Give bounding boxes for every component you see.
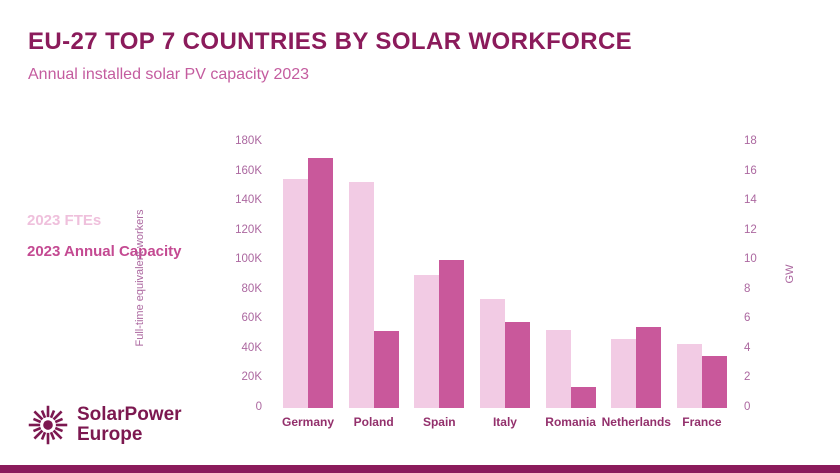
fte-bar-france bbox=[676, 344, 702, 408]
left-axis-tick: 80K bbox=[241, 282, 262, 295]
left-axis-tick: 60K bbox=[241, 312, 262, 325]
bar-group-romania: Romania bbox=[545, 142, 597, 429]
bars bbox=[348, 142, 399, 408]
left-axis-ticks: 180K 160K 140K 120K 100K 80K 60K 40K 20K 0 bbox=[160, 135, 262, 415]
bars bbox=[414, 142, 465, 408]
bars bbox=[611, 142, 662, 408]
right-axis-title: GW bbox=[784, 264, 796, 284]
left-axis-tick: 100K bbox=[235, 253, 262, 266]
bar-group-poland: Poland bbox=[348, 142, 400, 429]
left-axis-tick: 0 bbox=[255, 401, 262, 413]
fte-bar-netherlands bbox=[611, 339, 637, 408]
page-subtitle: Annual installed solar PV capacity 2023 bbox=[28, 66, 310, 83]
capacity-bar-germany bbox=[308, 158, 333, 408]
bars bbox=[479, 142, 530, 408]
logo-line2: Europe bbox=[77, 424, 143, 445]
left-axis-tick: 120K bbox=[235, 223, 262, 236]
right-axis-tick: 18 bbox=[744, 135, 757, 147]
solarpower-europe-logo: SolarPower Europe bbox=[27, 404, 182, 446]
left-axis-tick: 140K bbox=[235, 194, 262, 207]
bar-group-italy: Italy bbox=[479, 142, 531, 429]
bar-group-netherlands: Netherlands bbox=[602, 142, 671, 429]
right-axis-tick: 14 bbox=[744, 194, 757, 207]
right-axis-ticks: 18 16 14 12 10 8 6 4 2 0 bbox=[744, 135, 784, 415]
plot-area: Germany Poland Spain Italy Romania Netherland… bbox=[270, 142, 740, 429]
fte-bar-romania bbox=[545, 330, 571, 408]
category-label: France bbox=[682, 415, 722, 429]
sun-logo-icon bbox=[28, 405, 68, 445]
legend-item-ftes: 2023 FTEs bbox=[27, 212, 102, 229]
category-label: Romania bbox=[545, 415, 596, 429]
category-label: Italy bbox=[492, 415, 517, 429]
right-axis-tick: 2 bbox=[744, 371, 751, 384]
left-axis-tick: 40K bbox=[241, 341, 262, 354]
logo-text: SolarPower Europe bbox=[77, 405, 182, 445]
page-title: EU-27 TOP 7 COUNTRIES BY SOLAR WORKFORCE bbox=[28, 28, 633, 55]
capacity-bar-netherlands bbox=[636, 327, 662, 408]
capacity-bar-romania bbox=[570, 387, 596, 408]
right-axis-tick: 6 bbox=[744, 312, 751, 325]
right-axis-tick: 4 bbox=[744, 341, 751, 354]
capacity-bar-poland bbox=[373, 331, 399, 408]
right-axis-tick: 12 bbox=[744, 223, 757, 236]
category-label: Germany bbox=[281, 415, 335, 429]
left-axis-tick: 180K bbox=[235, 135, 262, 147]
capacity-bar-france bbox=[701, 356, 727, 408]
capacity-bar-italy bbox=[504, 322, 530, 408]
right-axis-tick: 16 bbox=[744, 164, 757, 177]
legend-item-capacity: 2023 Annual Capacity bbox=[27, 243, 182, 260]
right-axis-tick: 0 bbox=[744, 401, 751, 413]
category-label: Poland bbox=[353, 415, 394, 429]
category-label: Netherlands bbox=[601, 415, 671, 429]
bars bbox=[545, 142, 596, 408]
left-axis-tick: 20K bbox=[241, 371, 262, 384]
footer-accent-bar bbox=[0, 465, 840, 473]
bars bbox=[676, 142, 727, 408]
logo-line1: SolarPower bbox=[77, 404, 182, 426]
fte-bar-italy bbox=[479, 299, 505, 408]
bar-group-germany: Germany bbox=[282, 142, 334, 429]
bar-group-spain: Spain bbox=[413, 142, 465, 429]
right-axis-tick: 10 bbox=[744, 253, 757, 266]
right-axis-tick: 8 bbox=[744, 282, 751, 295]
bar-group-france: France bbox=[676, 142, 728, 429]
left-axis-tick: 160K bbox=[235, 164, 262, 177]
bars bbox=[283, 142, 333, 408]
left-axis-title: Full-time equivalent workers bbox=[134, 209, 146, 347]
fte-bar-spain bbox=[414, 275, 440, 408]
category-label: Spain bbox=[422, 415, 456, 429]
legend: 2023 FTEs 2023 Annual Capacity bbox=[27, 212, 182, 260]
fte-bar-poland bbox=[348, 182, 374, 408]
capacity-bar-spain bbox=[439, 260, 465, 408]
fte-bar-germany bbox=[283, 179, 308, 408]
